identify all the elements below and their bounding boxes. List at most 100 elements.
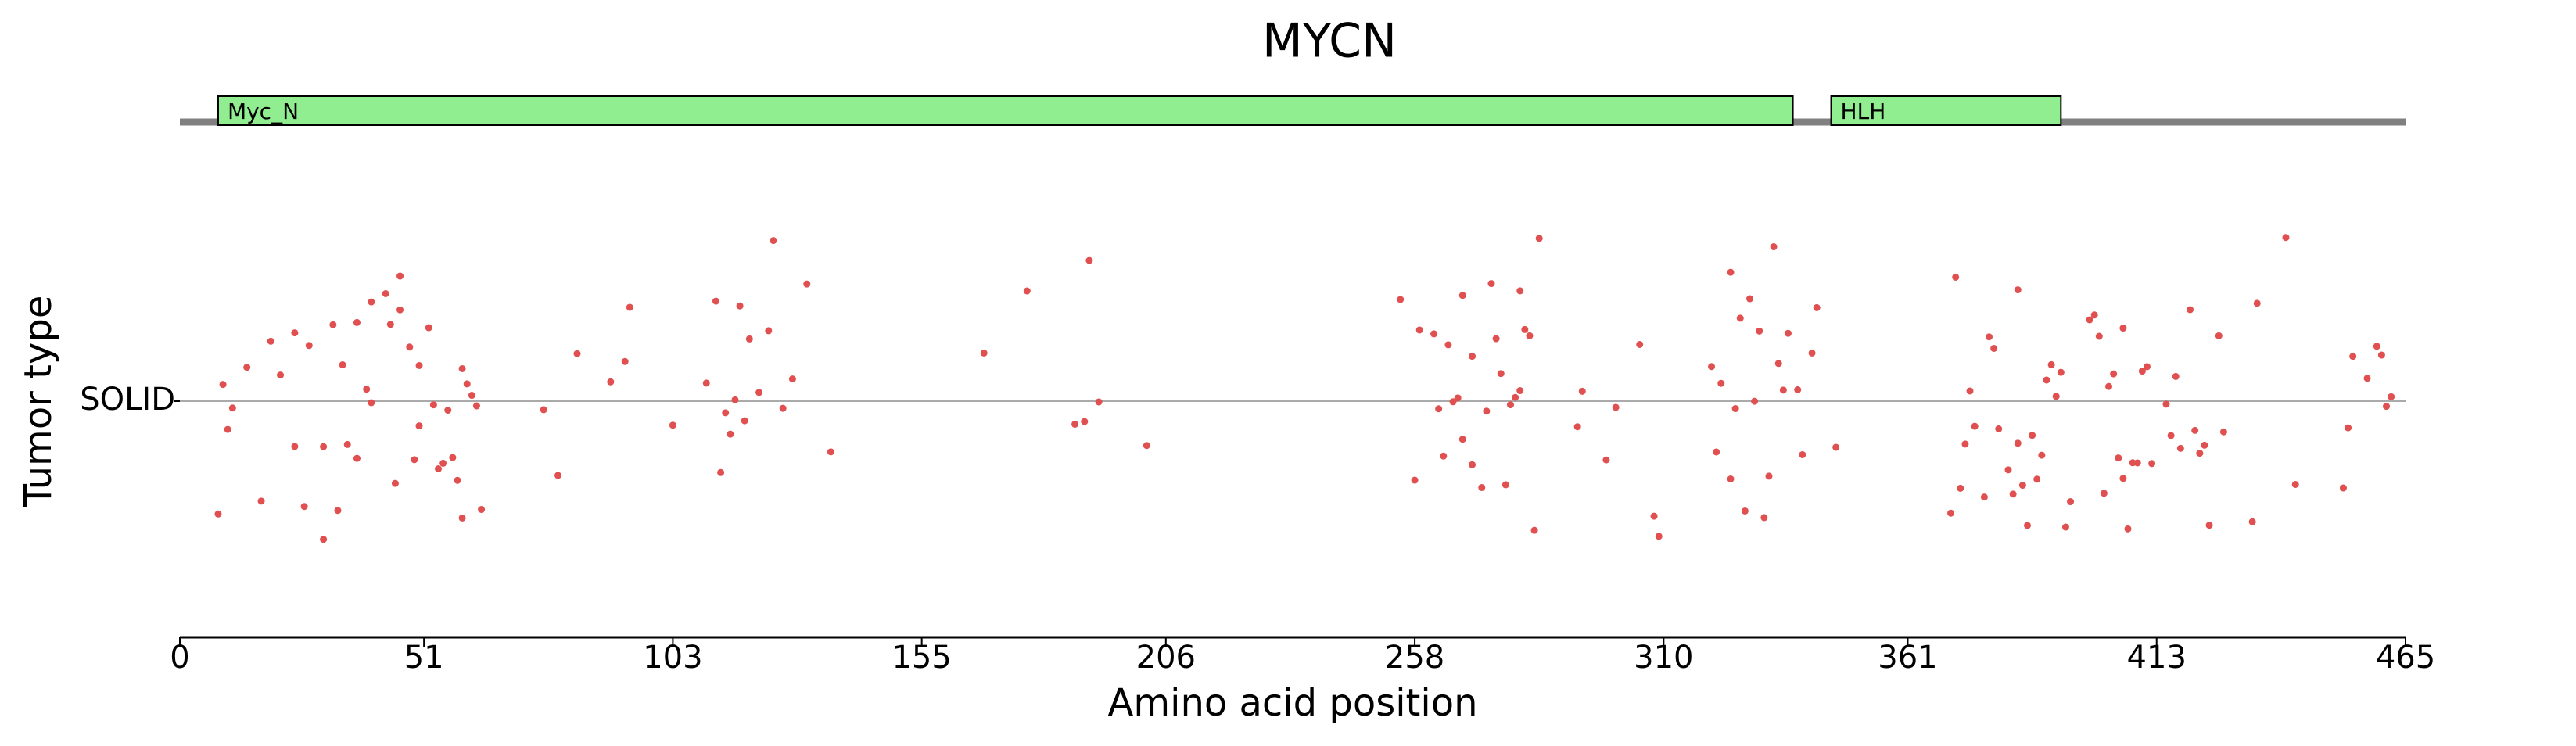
- mutation-point: [1458, 292, 1466, 299]
- mutation-point: [727, 430, 734, 438]
- mutation-point: [277, 371, 285, 379]
- mutation-point: [2047, 360, 2055, 368]
- x-tick-label: 465: [2376, 640, 2435, 676]
- mutation-point: [669, 421, 676, 429]
- mutation-point: [425, 324, 432, 332]
- mutation-point: [2143, 363, 2151, 371]
- mutation-point: [1957, 484, 1964, 492]
- mutation-point: [1469, 461, 1476, 468]
- mutation-point: [2215, 332, 2223, 339]
- mutation-point: [1784, 329, 1792, 337]
- mutation-point: [1573, 423, 1581, 431]
- mutation-point: [1454, 394, 1462, 402]
- mutation-point: [1971, 422, 1979, 430]
- mutation-point: [1435, 405, 1443, 413]
- mutation-point: [2373, 343, 2380, 350]
- mutation-point: [1469, 353, 1476, 360]
- mutation-point: [1756, 327, 1763, 335]
- mutation-point: [1794, 386, 1802, 393]
- mutation-point: [2029, 432, 2036, 439]
- mutation-point: [2090, 311, 2098, 319]
- mutation-point: [1397, 296, 1405, 303]
- mutation-point: [243, 364, 251, 371]
- mutation-point: [1506, 401, 1514, 409]
- mutation-point: [1612, 403, 1620, 411]
- mutation-point: [1516, 387, 1524, 395]
- mutation-point: [1741, 507, 1749, 515]
- mutation-point: [1095, 398, 1103, 406]
- mutation-point: [2377, 351, 2385, 359]
- mutation-point: [1487, 280, 1495, 288]
- mutation-point: [320, 536, 328, 543]
- x-axis-label: Amino acid position: [1108, 681, 1478, 725]
- mutation-point: [1731, 405, 1739, 413]
- mutation-point: [2148, 460, 2156, 468]
- mutation-point: [382, 290, 389, 298]
- mutation-point: [1990, 344, 1998, 352]
- mutation-point: [2018, 482, 2026, 490]
- mutation-point: [702, 379, 710, 387]
- mutation-point: [2291, 480, 2299, 488]
- mutation-point: [2057, 368, 2065, 376]
- mutation-point: [1799, 450, 1806, 458]
- mutation-point: [803, 280, 811, 288]
- x-tick-label: 103: [643, 640, 702, 676]
- mutation-point: [770, 237, 777, 245]
- mutation-point: [1808, 349, 1816, 357]
- mutation-point: [1458, 436, 1466, 443]
- mutation-point: [779, 404, 787, 412]
- mutation-point: [1478, 483, 1486, 491]
- mutation-point: [1751, 397, 1759, 405]
- mutation-point: [396, 272, 404, 280]
- mutation-point: [1947, 509, 1955, 517]
- mutation-point: [468, 392, 475, 400]
- mutation-point: [267, 337, 274, 345]
- mutation-point: [291, 329, 299, 337]
- mutation-point: [291, 443, 299, 450]
- mutation-point: [1578, 387, 1586, 395]
- mutation-point: [1717, 379, 1725, 387]
- mutation-point: [368, 399, 375, 407]
- mutation-point: [2014, 439, 2022, 447]
- mutation-point: [626, 303, 633, 311]
- domain-label: HLH: [1841, 99, 1886, 124]
- mutation-point: [219, 381, 227, 389]
- mutation-point: [2388, 393, 2395, 400]
- mutation-point: [2345, 424, 2352, 432]
- mutation-point: [1081, 418, 1089, 425]
- mutation-point: [1497, 370, 1505, 378]
- x-tick-label: 51: [404, 640, 444, 676]
- mutation-point: [415, 422, 423, 430]
- mutation-point: [2095, 332, 2103, 340]
- mutation-point: [1713, 448, 1720, 456]
- mutation-point: [2187, 306, 2194, 314]
- mutation-point: [257, 497, 265, 505]
- mutation-point: [1023, 287, 1031, 295]
- mutation-point: [736, 302, 744, 310]
- mutation-point: [1655, 533, 1663, 540]
- mutation-point: [396, 306, 404, 314]
- mutation-point: [1085, 256, 1093, 264]
- mutation-point: [2253, 299, 2261, 307]
- mutation-point: [2038, 451, 2046, 459]
- mutation-point: [2383, 403, 2391, 411]
- mutation-point: [363, 386, 371, 393]
- mutation-point: [1760, 514, 1768, 522]
- mutation-point: [1492, 335, 1500, 343]
- mutation-point: [554, 472, 562, 479]
- domain: [1830, 95, 2062, 126]
- mutation-point: [1521, 325, 1529, 333]
- mutation-point: [2004, 466, 2012, 474]
- x-tick-label: 413: [2127, 640, 2187, 676]
- mutation-point: [1980, 493, 1988, 501]
- mutation-point: [741, 417, 748, 425]
- mutation-point: [2014, 286, 2022, 294]
- mutation-point: [1952, 273, 1960, 281]
- mutation-point: [320, 443, 328, 450]
- mutation-point: [1501, 481, 1509, 489]
- mutation-point: [2033, 475, 2041, 483]
- mutation-point: [827, 448, 834, 456]
- mutation-point: [334, 507, 342, 515]
- mutation-point: [1995, 425, 2003, 432]
